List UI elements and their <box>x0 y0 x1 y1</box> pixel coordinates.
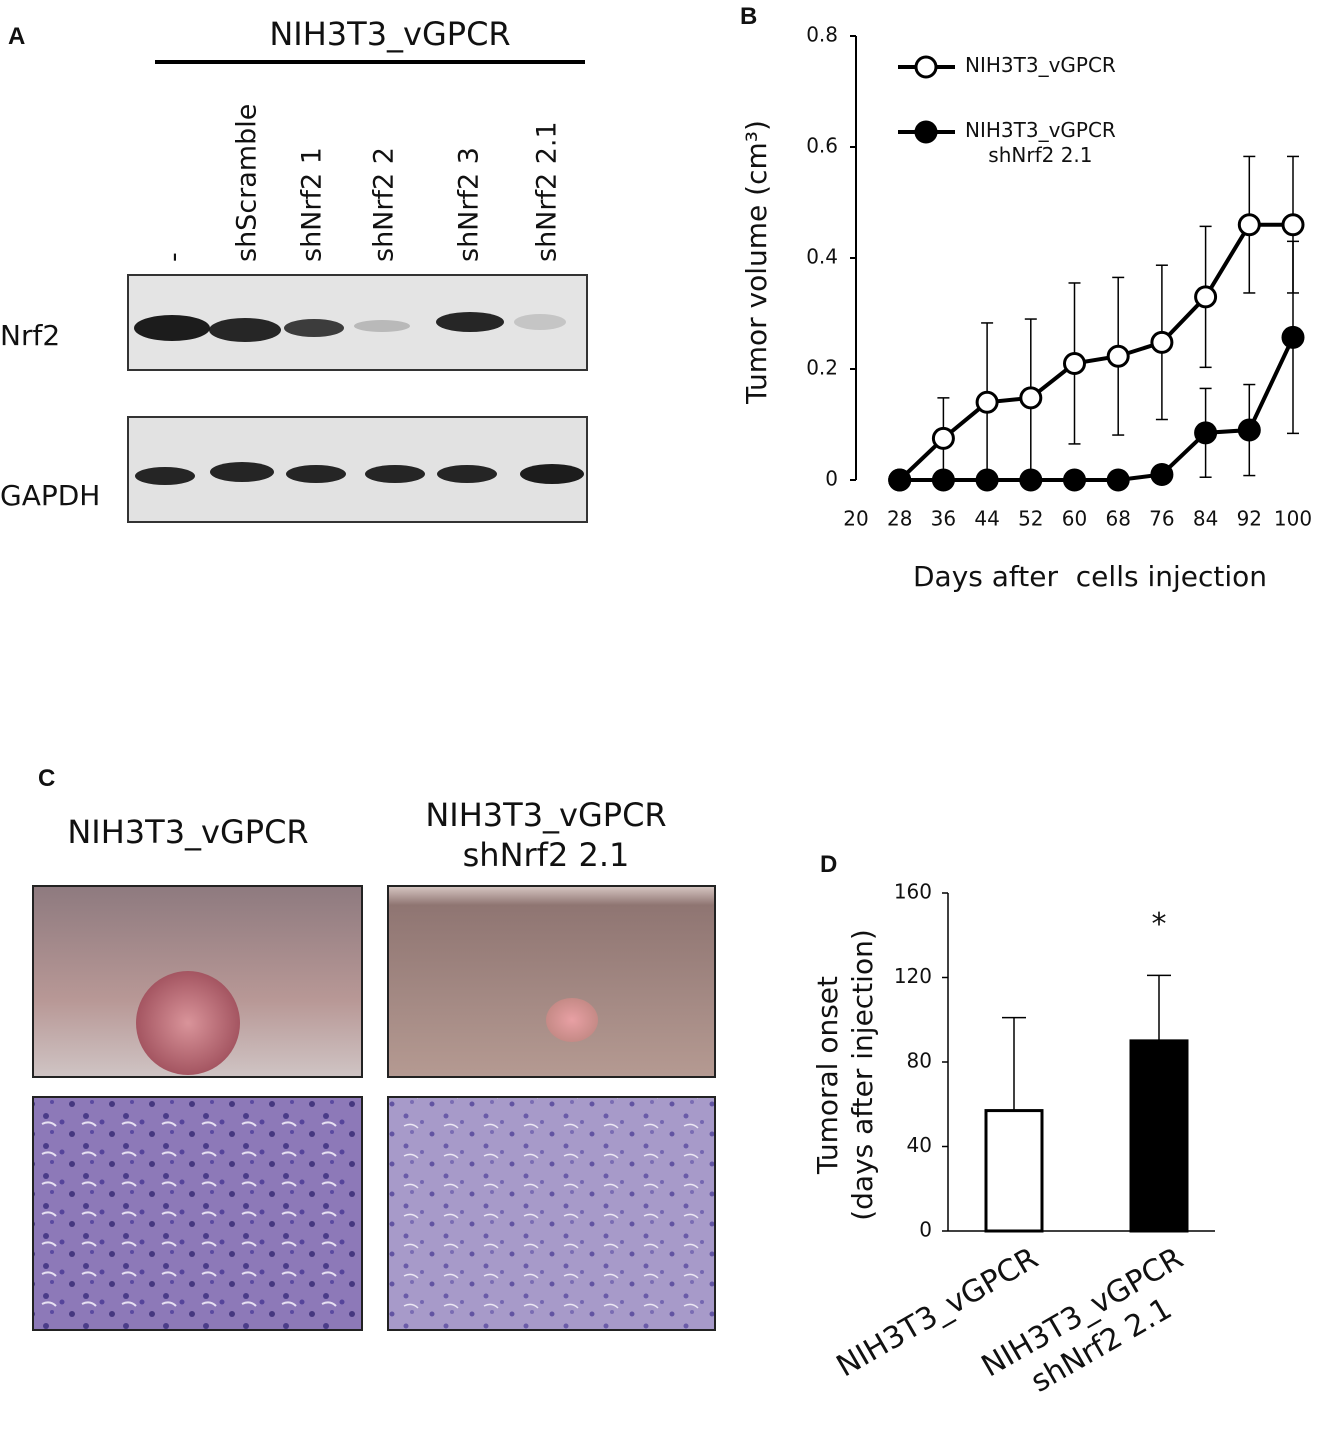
panel-label: A <box>8 23 26 50</box>
lane-label: shNrf2 1 <box>297 147 328 262</box>
lane-label: shNrf2 2 <box>369 147 400 262</box>
data-point <box>1106 468 1130 492</box>
data-point <box>1194 285 1218 309</box>
histology-image <box>32 1096 363 1331</box>
column-title: NIH3T3_vGPCR <box>67 813 309 851</box>
bar <box>984 1109 1044 1233</box>
lane-label: shNrf2 2.1 <box>532 121 563 262</box>
x-tick-label: 44 <box>974 507 999 531</box>
y-tick-label: 0 <box>919 1218 932 1242</box>
histology-image <box>387 1096 716 1331</box>
legend-label: NIH3T3_vGPCR <box>965 53 1116 77</box>
x-tick-label: 68 <box>1105 507 1130 531</box>
y-tick-label: 0.6 <box>806 134 838 158</box>
legend-marker <box>914 120 938 144</box>
y-tick-label: 0.8 <box>806 23 838 47</box>
x-tick-label: 76 <box>1149 507 1174 531</box>
x-tick-label: 36 <box>931 507 956 531</box>
y-tick-label: 40 <box>907 1133 932 1157</box>
y-tick-label: 160 <box>894 880 932 904</box>
data-point <box>931 468 955 492</box>
blot-header: NIH3T3_vGPCR <box>269 15 511 53</box>
series-line <box>899 336 1295 482</box>
data-point <box>888 468 912 492</box>
tumor <box>546 998 598 1042</box>
lane-label: shNrf2 3 <box>454 147 485 262</box>
data-point <box>1281 213 1305 237</box>
y-tick-label: 80 <box>907 1049 932 1073</box>
data-point <box>1106 344 1130 368</box>
y-tick-label: 0.2 <box>806 356 838 380</box>
lane-label: shScramble <box>232 104 263 262</box>
panel-label: B <box>740 3 758 30</box>
y-tick-label: 120 <box>894 964 932 988</box>
tumor <box>136 971 240 1075</box>
panel-label: C <box>38 765 56 792</box>
tumor-photo <box>387 885 716 1078</box>
x-tick-label: 60 <box>1062 507 1087 531</box>
data-point <box>1281 325 1305 349</box>
lane-label: - <box>159 252 190 262</box>
x-tick-label: 52 <box>1018 507 1043 531</box>
data-point <box>1237 418 1261 442</box>
x-axis-label: Days after cells injection <box>913 560 1267 593</box>
data-point <box>1237 213 1261 237</box>
x-tick-label: 100 <box>1274 507 1312 531</box>
data-point <box>1150 330 1174 354</box>
data-point <box>1150 462 1174 486</box>
bands-gapdh <box>135 462 584 485</box>
x-tick-label: 92 <box>1237 507 1262 531</box>
series-line <box>898 222 1293 482</box>
data-point <box>1194 421 1218 445</box>
x-tick-label: 28 <box>887 507 912 531</box>
column-title: NIH3T3_vGPCR shNrf2 2.1 <box>425 796 667 874</box>
legend-label: NIH3T3_vGPCR shNrf2 2.1 <box>965 118 1116 167</box>
y-tick-label: 0 <box>825 467 838 491</box>
blot-gapdh <box>127 416 588 523</box>
x-tick-label: 20 <box>843 507 868 531</box>
x-tick-label: 84 <box>1193 507 1218 531</box>
bands-nrf2 <box>134 312 566 342</box>
row-label: Nrf2 <box>0 319 61 352</box>
data-point <box>1019 386 1043 410</box>
data-point <box>1019 468 1043 492</box>
significance-mark: * <box>1152 907 1167 942</box>
y-axis-label: Tumoral onset (days after injection) <box>811 929 879 1221</box>
data-point <box>1063 351 1086 375</box>
row-label: GAPDH <box>0 479 101 512</box>
bar <box>1129 1039 1189 1233</box>
data-point <box>1063 468 1086 492</box>
y-axis-label: Tumor volume (cm³) <box>740 120 773 405</box>
y-tick-label: 0.4 <box>806 245 838 269</box>
data-point <box>931 426 955 450</box>
panel-label: D <box>820 851 838 878</box>
legend-marker <box>914 55 938 79</box>
data-point <box>975 468 999 492</box>
data-point <box>975 390 999 414</box>
